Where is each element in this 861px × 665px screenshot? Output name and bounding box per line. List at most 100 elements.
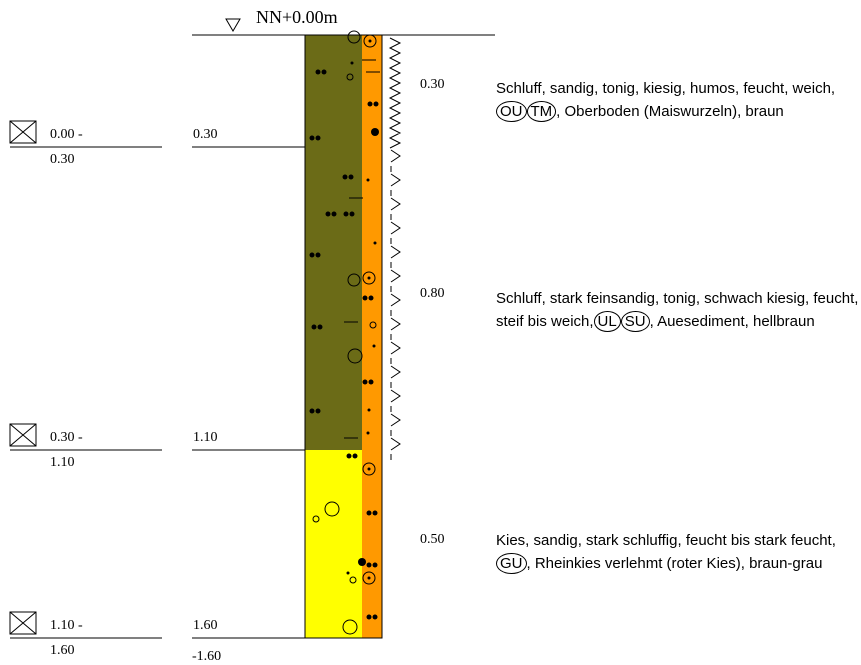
thickness-label: 0.30 bbox=[420, 77, 445, 92]
symbol bbox=[367, 467, 371, 471]
layer-labels: 0.00 - 0.30 0.30 0.30 0.30 - 1.10 1.10 0.80 1.10… bbox=[9, 77, 445, 658]
soil-group: OU bbox=[496, 101, 527, 122]
symbol bbox=[368, 295, 374, 301]
symbol bbox=[342, 619, 358, 635]
sample-box bbox=[9, 611, 37, 635]
sample-from: 0.30 - bbox=[50, 430, 83, 445]
zigzag bbox=[388, 37, 402, 149]
symbol bbox=[342, 174, 348, 180]
layer-strip bbox=[362, 35, 382, 638]
soil-group: TM bbox=[526, 101, 557, 122]
description-text: Schluff, sandig, tonig, kiesig, humos, f… bbox=[496, 80, 836, 97]
symbol bbox=[309, 135, 315, 141]
symbol bbox=[362, 571, 376, 585]
zigzag bbox=[390, 149, 401, 460]
layer-fill bbox=[305, 450, 362, 638]
description-text: , Rheinkies verlehmt (roter Kies), braun… bbox=[526, 555, 823, 572]
layer-fill bbox=[305, 147, 362, 450]
symbol bbox=[317, 324, 323, 330]
symbol bbox=[315, 408, 321, 414]
description-text: Kies, sandig, stark schluffig, feucht bi… bbox=[496, 532, 836, 549]
symbol bbox=[366, 178, 370, 182]
symbol bbox=[309, 252, 315, 258]
symbol bbox=[311, 324, 317, 330]
symbol bbox=[367, 276, 371, 280]
symbol bbox=[367, 576, 371, 580]
sample-cross bbox=[9, 611, 37, 635]
sample-box bbox=[9, 120, 37, 144]
symbol bbox=[367, 408, 371, 412]
soil-group: GU bbox=[496, 553, 527, 574]
symbol bbox=[363, 34, 377, 48]
symbol bbox=[348, 174, 354, 180]
symbol bbox=[315, 135, 321, 141]
symbol bbox=[371, 128, 379, 136]
soil-group: UL bbox=[593, 311, 621, 332]
sample-to: 1.10 bbox=[50, 455, 75, 470]
symbol bbox=[368, 39, 372, 43]
final-depth: -1.60 bbox=[192, 649, 221, 664]
description-text: , Auesediment, hellbraun bbox=[649, 313, 815, 330]
soil-group: SU bbox=[620, 311, 650, 332]
symbol bbox=[346, 571, 350, 575]
sample-cross bbox=[9, 423, 37, 447]
symbol bbox=[372, 510, 378, 516]
symbol bbox=[347, 273, 361, 287]
depth-label: 1.60 bbox=[193, 618, 218, 633]
depth-label: 0.30 bbox=[193, 127, 218, 142]
symbol bbox=[372, 614, 378, 620]
depth-label: 1.10 bbox=[193, 430, 218, 445]
symbol bbox=[315, 69, 321, 75]
symbol bbox=[368, 379, 374, 385]
symbol bbox=[372, 562, 378, 568]
symbol bbox=[349, 211, 355, 217]
sample-cross bbox=[9, 120, 37, 144]
symbol bbox=[366, 614, 372, 620]
thickness-label: 0.50 bbox=[420, 532, 445, 547]
symbol bbox=[362, 379, 368, 385]
description-text: Schluff, stark feinsandig, tonig, schwac… bbox=[496, 290, 859, 330]
symbol bbox=[343, 211, 349, 217]
symbol bbox=[347, 30, 361, 44]
symbol bbox=[362, 462, 376, 476]
level-label: NN+0.00m bbox=[256, 7, 338, 27]
description: Schluff, sandig, tonig, kiesig, humos, f… bbox=[496, 77, 861, 123]
symbol bbox=[366, 562, 372, 568]
symbol bbox=[346, 73, 354, 81]
symbol bbox=[312, 515, 320, 523]
symbol bbox=[346, 453, 352, 459]
symbol bbox=[362, 271, 376, 285]
sample-to: 0.30 bbox=[50, 152, 75, 167]
symbol bbox=[358, 558, 366, 566]
symbol bbox=[373, 101, 379, 107]
symbol bbox=[347, 348, 363, 364]
sample-box bbox=[9, 423, 37, 447]
symbol bbox=[315, 252, 321, 258]
symbol bbox=[373, 241, 377, 245]
description: Schluff, stark feinsandig, tonig, schwac… bbox=[496, 287, 861, 333]
symbol bbox=[331, 211, 337, 217]
symbol bbox=[325, 211, 331, 217]
sample-from: 1.10 - bbox=[50, 618, 83, 633]
description-text: , Oberboden (Maiswurzeln), braun bbox=[556, 103, 784, 120]
symbol bbox=[367, 101, 373, 107]
symbol bbox=[321, 69, 327, 75]
level-symbol bbox=[225, 18, 241, 32]
symbol bbox=[366, 431, 370, 435]
symbol bbox=[349, 576, 357, 584]
symbol bbox=[366, 510, 372, 516]
symbol bbox=[324, 501, 340, 517]
symbol bbox=[309, 408, 315, 414]
thickness-label: 0.80 bbox=[420, 286, 445, 301]
symbol bbox=[352, 453, 358, 459]
symbol bbox=[372, 344, 376, 348]
soil-symbols bbox=[309, 30, 402, 635]
symbol bbox=[350, 61, 354, 65]
sample-to: 1.60 bbox=[50, 643, 75, 658]
sample-from: 0.00 - bbox=[50, 127, 83, 142]
layer-fill bbox=[305, 35, 362, 147]
symbol bbox=[362, 295, 368, 301]
description: Kies, sandig, stark schluffig, feucht bi… bbox=[496, 529, 861, 575]
